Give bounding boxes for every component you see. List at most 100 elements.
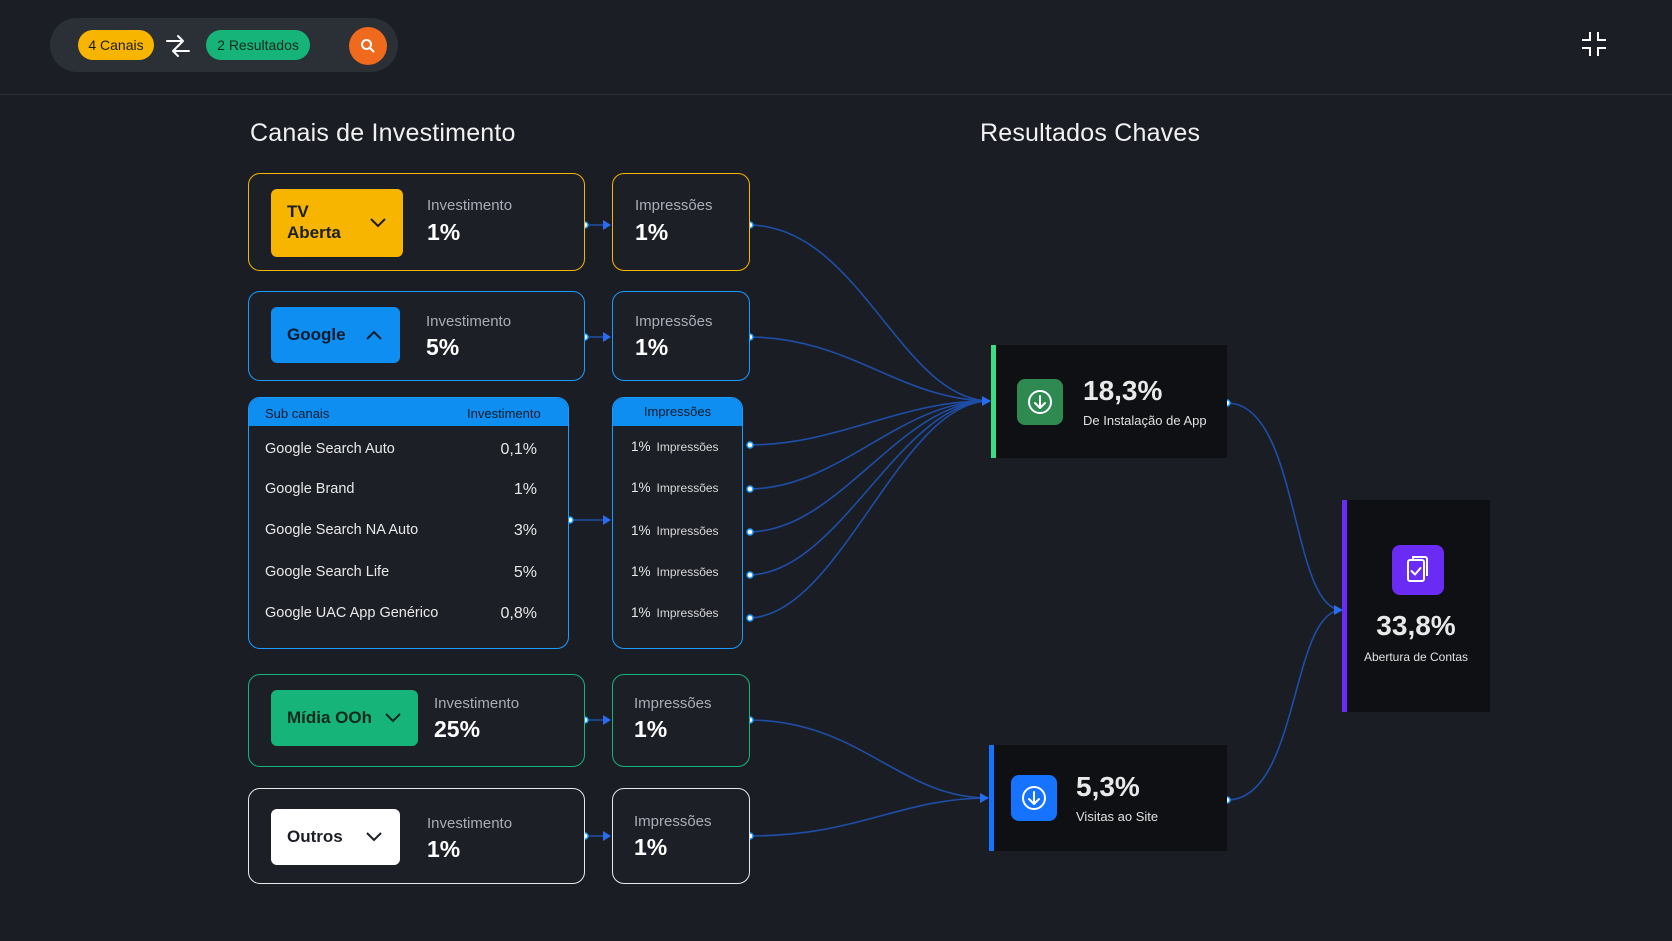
- investment-value: 1%: [427, 219, 461, 245]
- list-item: 1% Impressões: [631, 605, 719, 620]
- impressions-value: 1%: [631, 439, 651, 454]
- investment-label: Investimento: [427, 197, 513, 214]
- search-button[interactable]: [349, 27, 387, 65]
- result-label: De Instalação de App: [1083, 413, 1207, 428]
- result-card-app-install[interactable]: 18,3% De Instalação de App: [991, 345, 1227, 458]
- link-sub-1: [747, 400, 991, 446]
- table-row[interactable]: Google Search Auto 0,1%: [265, 441, 537, 458]
- link-ooh-imp: [747, 719, 989, 799]
- result-card-account-opening[interactable]: 33,8% Abertura de Contas: [1342, 500, 1490, 712]
- list-item: 1% Impressões: [631, 523, 719, 538]
- result-label: Abertura de Contas: [1363, 650, 1469, 664]
- clipboard-check-icon: [1392, 545, 1444, 595]
- subchannel-name: Google Search Life: [265, 564, 390, 580]
- top-bar: 4 Canais 2 Resultados: [0, 0, 1672, 95]
- key-results-title: Resultados Chaves: [980, 119, 1201, 147]
- impressions-card-outros: Impressões 1%: [612, 788, 750, 884]
- link-sub-3: [747, 400, 991, 533]
- impressions-value: 1%: [631, 480, 651, 495]
- result-value: 5,3%: [1076, 771, 1140, 802]
- impressions-card-midia-ooh: Impressões 1%: [612, 674, 750, 767]
- link-site-accounts: [1226, 609, 1343, 801]
- link-outros-imp: [747, 797, 989, 837]
- impressions-card-tv-aberta: Impressões 1%: [612, 173, 750, 271]
- table-row[interactable]: Google Search Life 5%: [265, 564, 537, 581]
- channel-toggle-google[interactable]: Google: [271, 307, 400, 363]
- result-accent-bar: [989, 745, 994, 851]
- impressions-value: 1%: [634, 716, 668, 742]
- impressions-value: 1%: [631, 564, 651, 579]
- impressions-label: Impressões: [656, 440, 719, 454]
- subchannels-header-name: Sub canais: [265, 406, 330, 421]
- link-tv-imp: [747, 224, 991, 402]
- subchannels-impressions-table: Impressões 1% Impressões 1% Impressões 1% I…: [612, 397, 743, 649]
- list-item: 1% Impressões: [631, 564, 719, 579]
- chevron-down-icon: [370, 218, 386, 228]
- download-icon: [1017, 379, 1063, 425]
- impressions-label: Impressões: [634, 695, 712, 712]
- channel-card-tv-aberta: TV Aberta Investimento 1%: [248, 173, 585, 271]
- result-card-site-visits[interactable]: 5,3% Visitas ao Site: [989, 745, 1227, 851]
- subchannels-header-impressions: Impressões: [613, 398, 742, 426]
- subchannels-header: Sub canais Investimento: [249, 398, 568, 426]
- result-accent-bar: [1342, 500, 1347, 712]
- result-value: 18,3%: [1083, 375, 1163, 406]
- link-app-accounts: [1226, 402, 1343, 611]
- impressions-value: 1%: [635, 219, 669, 245]
- channels-chip[interactable]: 4 Canais: [78, 30, 154, 60]
- subchannel-investment: 0,1%: [500, 441, 537, 458]
- investment-value: 5%: [426, 334, 460, 360]
- impressions-label: Impressões: [634, 813, 712, 830]
- subchannel-investment: 5%: [513, 564, 537, 581]
- list-item: 1% Impressões: [631, 439, 719, 454]
- channel-toggle-midia-ooh[interactable]: Mídia OOh: [271, 690, 418, 746]
- impressions-card-google: Impressões 1%: [612, 291, 750, 381]
- link-sub-2: [747, 400, 991, 490]
- impressions-label: Impressões: [656, 524, 719, 538]
- chevron-down-icon: [385, 713, 401, 723]
- impressions-label: Impressões: [656, 565, 719, 579]
- impressions-value: 1%: [631, 523, 651, 538]
- collapse-icon[interactable]: [1580, 30, 1608, 58]
- channel-name: Mídia OOh: [287, 708, 372, 727]
- impressions-label: Impressões: [656, 481, 719, 495]
- subchannels-header-investment: Investimento: [467, 406, 541, 421]
- channel-name-line2: Aberta: [287, 223, 341, 242]
- channel-toggle-outros[interactable]: Outros: [271, 809, 400, 865]
- results-chip[interactable]: 2 Resultados: [206, 30, 310, 60]
- channel-name: Google: [287, 325, 346, 344]
- investment-value: 1%: [427, 836, 461, 862]
- filter-pill-group: 4 Canais 2 Resultados: [50, 18, 398, 72]
- subchannel-name: Google Brand: [265, 481, 355, 497]
- download-icon: [1011, 775, 1057, 821]
- subchannel-investment: 1%: [513, 481, 537, 498]
- impressions-label: Impressões: [635, 313, 713, 330]
- result-label: Visitas ao Site: [1076, 809, 1159, 824]
- channel-card-google: Google Investimento 5%: [248, 291, 585, 381]
- list-item: 1% Impressões: [631, 480, 719, 495]
- subchannels-table: Sub canais Investimento Google Search Au…: [248, 397, 569, 649]
- subchannel-name: Google UAC App Genérico: [265, 605, 439, 621]
- result-accent-bar: [991, 345, 996, 458]
- swap-arrows-icon[interactable]: [164, 32, 192, 60]
- investment-channels-title: Canais de Investimento: [250, 119, 516, 147]
- channel-toggle-tv-aberta[interactable]: TV Aberta: [271, 189, 403, 257]
- investment-label: Investimento: [434, 695, 520, 712]
- channel-card-outros: Outros Investimento 1%: [248, 788, 585, 884]
- result-value: 33,8%: [1376, 610, 1456, 641]
- subchannel-investment: 3%: [513, 522, 537, 539]
- impressions-value: 1%: [635, 334, 669, 360]
- channel-name-line1: TV: [287, 202, 309, 221]
- channel-card-midia-ooh: Mídia OOh Investimento 25%: [248, 674, 585, 767]
- impressions-value: 1%: [631, 605, 651, 620]
- table-row[interactable]: Google Search NA Auto 3%: [265, 522, 537, 539]
- impressions-value: 1%: [634, 834, 668, 860]
- subchannel-name: Google Search NA Auto: [265, 522, 419, 538]
- table-row[interactable]: Google UAC App Genérico 0,8%: [265, 605, 537, 622]
- link-google-imp: [747, 336, 991, 402]
- search-icon: [361, 39, 375, 53]
- investment-value: 25%: [434, 716, 481, 742]
- table-row[interactable]: Google Brand 1%: [265, 481, 537, 498]
- investment-label: Investimento: [427, 815, 513, 832]
